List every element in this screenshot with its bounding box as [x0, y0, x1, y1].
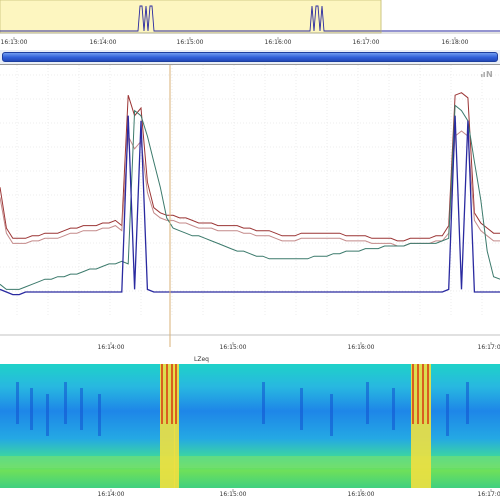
spectrogram-streak: [46, 394, 49, 436]
overview-trace-line: [0, 5, 500, 32]
spectrogram-bands: [0, 364, 500, 488]
spectrogram-tick-label: 16:14:00: [98, 491, 125, 498]
level-chart-series: [0, 92, 500, 296]
spectrogram-streak: [366, 382, 369, 424]
spectrogram-low-band: [0, 456, 500, 468]
spectrogram-event-core: [166, 364, 168, 424]
spectrogram-event: [165, 364, 170, 488]
overview-tick-label: 16:17:00: [353, 39, 380, 46]
overview-tick-label: 16:13:00: [1, 39, 28, 46]
spectrogram-streak: [446, 394, 449, 436]
level-chart-tick-label: 16:15:00: [220, 344, 247, 351]
overview-tick-label: 16:16:00: [265, 39, 292, 46]
spectrogram-event: [426, 364, 431, 488]
time-scrollbar[interactable]: [0, 50, 500, 64]
spectrogram-streak: [64, 382, 67, 424]
overview-chart[interactable]: 16:13:00 16:14:00 16:15:00 16:16:00 16:17:00…: [0, 0, 500, 50]
spectrogram-tick-label: 16:15:00: [220, 491, 247, 498]
svg-text:N: N: [486, 70, 493, 79]
spectrogram-event: [411, 364, 416, 488]
level-chart-panel[interactable]: 16:14:00 16:15:00 16:16:00 16:17:00 N: [0, 64, 500, 355]
spectrogram-streak: [330, 394, 333, 436]
spectrogram-streak: [262, 382, 265, 424]
logo-icon: N: [481, 70, 493, 79]
overview-ticks: 16:13:00 16:14:00 16:15:00 16:16:00 16:17:00…: [1, 37, 469, 46]
spectrogram-tick-label: 16:17:00: [478, 491, 500, 498]
spectrogram-event: [170, 364, 175, 488]
level-chart-tick-label: 16:17:00: [478, 344, 500, 351]
level-series-2: [0, 130, 500, 247]
spectrogram-streak: [30, 388, 33, 430]
spectrogram-streak: [98, 394, 101, 436]
level-chart-grid: [0, 65, 500, 336]
level-chart-tick-label: 16:16:00: [348, 344, 375, 351]
spectrogram-event-core: [171, 364, 173, 424]
spectrogram-event-core: [175, 364, 177, 424]
level-chart-tick-label: 16:14:00: [98, 344, 125, 351]
level-chart-ticks: 16:14:00 16:15:00 16:16:00 16:17:00: [98, 342, 500, 351]
level-series-3: [0, 104, 500, 290]
spectrogram-event: [421, 364, 426, 488]
spectrogram-tick-label: 16:16:00: [348, 491, 375, 498]
lzeq-label: LZeq: [194, 356, 209, 363]
spectrogram-ticks: 16:14:00 16:15:00 16:16:00 16:17:00: [98, 489, 500, 498]
scrollbar-thumb[interactable]: [2, 52, 498, 62]
spectrogram-event-core: [412, 364, 414, 424]
spectrogram-event: [160, 364, 165, 488]
spectrogram-streak: [80, 388, 83, 430]
spectrogram-streak: [392, 388, 395, 430]
spectrogram-streak: [300, 388, 303, 430]
spectrogram-event-core: [417, 364, 419, 424]
overview-panel[interactable]: 16:13:00 16:14:00 16:15:00 16:16:00 16:17:00…: [0, 0, 500, 51]
overview-tick-label: 16:14:00: [90, 39, 117, 46]
overview-tick-label: 16:15:00: [177, 39, 204, 46]
overview-trace: [0, 0, 500, 33]
spectrogram-panel[interactable]: LZeq 16:14:00 16:15:00 16:16:00 16:17:00: [0, 354, 500, 500]
spectrogram-event: [416, 364, 421, 488]
overview-tick-label: 16:18:00: [442, 39, 469, 46]
spectrogram-chart[interactable]: LZeq 16:14:00 16:15:00 16:16:00 16:17:00: [0, 354, 500, 500]
spectrogram-streak: [466, 382, 469, 424]
spectrogram-event-core: [422, 364, 424, 424]
level-series-4: [0, 115, 500, 296]
spectrogram-streak: [16, 382, 19, 424]
spectrogram-event-core: [427, 364, 429, 424]
spectrogram-event-core: [161, 364, 163, 424]
spectrogram-event: [174, 364, 179, 488]
level-series-1: [0, 92, 500, 242]
level-chart[interactable]: 16:14:00 16:15:00 16:16:00 16:17:00 N: [0, 65, 500, 355]
